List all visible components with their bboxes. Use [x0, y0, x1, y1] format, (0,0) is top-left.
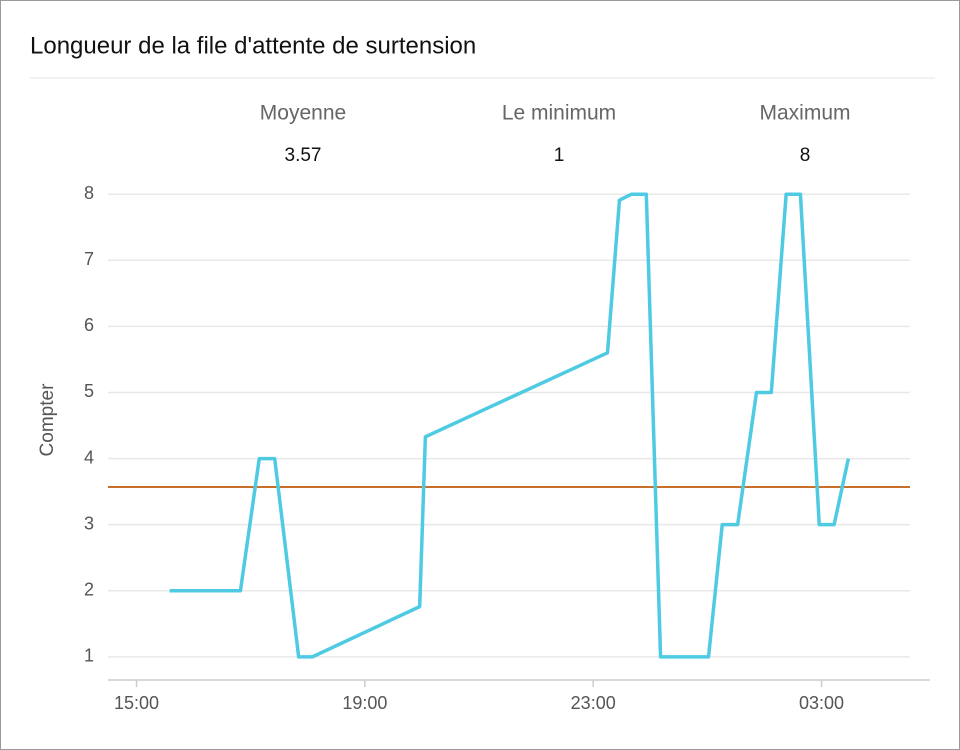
- stat-value: 8: [800, 145, 811, 166]
- x-tick-label: 23:00: [571, 693, 616, 713]
- x-tick-label: 03:00: [799, 693, 844, 713]
- stat-label: Moyenne: [260, 102, 346, 125]
- stat-value: 1: [554, 145, 565, 166]
- data-line: [169, 192, 851, 659]
- stat-label: Le minimum: [502, 102, 616, 125]
- y-tick-label: 4: [84, 447, 94, 467]
- y-tick-label: 1: [84, 646, 94, 666]
- y-tick-label: 5: [84, 381, 94, 401]
- x-tick-label: 19:00: [342, 693, 387, 713]
- chart-title: Longueur de la file d'attente de surtens…: [30, 32, 476, 59]
- y-axis-label: Compter: [37, 383, 58, 457]
- y-tick-label: 3: [84, 513, 94, 533]
- y-tick-label: 6: [84, 315, 94, 335]
- stat-label: Maximum: [759, 102, 850, 125]
- x-tick-label: 15:00: [114, 693, 159, 713]
- stat-value: 3.57: [285, 145, 322, 166]
- y-tick-label: 7: [84, 249, 94, 269]
- y-tick-label: 8: [84, 183, 94, 203]
- y-tick-label: 2: [84, 580, 94, 600]
